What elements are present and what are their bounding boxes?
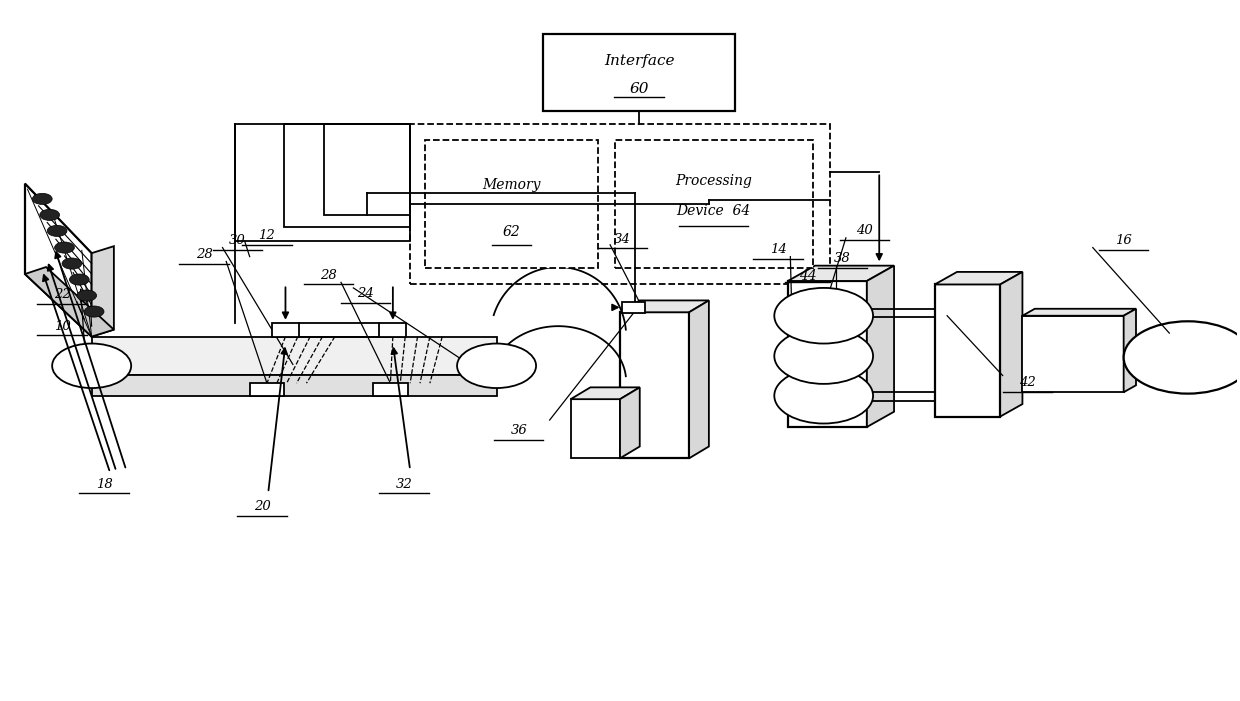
Text: 36: 36 <box>511 424 527 437</box>
Polygon shape <box>1001 272 1023 416</box>
Text: 38: 38 <box>833 252 851 265</box>
Polygon shape <box>92 375 496 395</box>
Polygon shape <box>25 184 92 336</box>
Text: 24: 24 <box>357 287 374 300</box>
Polygon shape <box>935 285 1001 416</box>
Circle shape <box>84 306 104 317</box>
Text: 12: 12 <box>259 229 275 243</box>
Bar <box>324 125 410 215</box>
Text: 16: 16 <box>1115 234 1132 247</box>
Bar <box>622 302 645 313</box>
Text: 42: 42 <box>1019 376 1035 389</box>
Polygon shape <box>570 399 620 458</box>
Bar <box>379 322 407 336</box>
Bar <box>284 125 410 226</box>
Polygon shape <box>620 312 689 458</box>
Text: Device  64: Device 64 <box>677 203 751 217</box>
Circle shape <box>1123 321 1240 394</box>
Bar <box>373 383 408 395</box>
Text: 28: 28 <box>196 248 212 261</box>
Text: 62: 62 <box>502 226 521 240</box>
Text: 60: 60 <box>630 82 649 96</box>
Polygon shape <box>92 336 496 375</box>
Text: 14: 14 <box>770 243 786 256</box>
Text: 32: 32 <box>396 477 413 491</box>
Polygon shape <box>1023 308 1136 315</box>
Bar <box>543 34 735 111</box>
Text: 28: 28 <box>320 269 337 282</box>
Circle shape <box>69 274 89 285</box>
Bar <box>234 125 410 240</box>
Polygon shape <box>25 267 114 336</box>
Bar <box>249 383 284 395</box>
Bar <box>272 322 299 336</box>
Polygon shape <box>570 388 640 399</box>
Polygon shape <box>935 272 1023 285</box>
Polygon shape <box>787 281 867 427</box>
Polygon shape <box>787 266 894 281</box>
Circle shape <box>774 368 873 423</box>
Polygon shape <box>867 266 894 427</box>
Polygon shape <box>92 246 114 336</box>
Text: 30: 30 <box>229 234 246 247</box>
Text: 20: 20 <box>254 501 270 513</box>
Text: 34: 34 <box>614 233 631 246</box>
Text: 40: 40 <box>856 224 873 238</box>
Text: 44: 44 <box>799 269 816 283</box>
Text: Interface: Interface <box>604 54 675 68</box>
Text: 22: 22 <box>53 288 71 301</box>
Text: Processing: Processing <box>676 174 753 188</box>
Polygon shape <box>1023 315 1123 393</box>
Text: 18: 18 <box>95 477 113 491</box>
Circle shape <box>47 225 67 236</box>
Bar <box>410 125 830 285</box>
Circle shape <box>32 193 52 205</box>
Text: Memory: Memory <box>482 178 541 192</box>
Circle shape <box>62 258 82 269</box>
Circle shape <box>458 343 536 388</box>
Text: 10: 10 <box>53 320 71 333</box>
Polygon shape <box>689 301 709 458</box>
Circle shape <box>52 343 131 388</box>
Polygon shape <box>620 388 640 458</box>
Circle shape <box>77 290 97 301</box>
Circle shape <box>774 288 873 343</box>
Circle shape <box>774 328 873 384</box>
Polygon shape <box>1123 308 1136 393</box>
Circle shape <box>55 242 74 253</box>
Polygon shape <box>620 301 709 312</box>
Bar <box>425 139 598 268</box>
Circle shape <box>40 210 60 220</box>
Bar <box>615 139 812 268</box>
